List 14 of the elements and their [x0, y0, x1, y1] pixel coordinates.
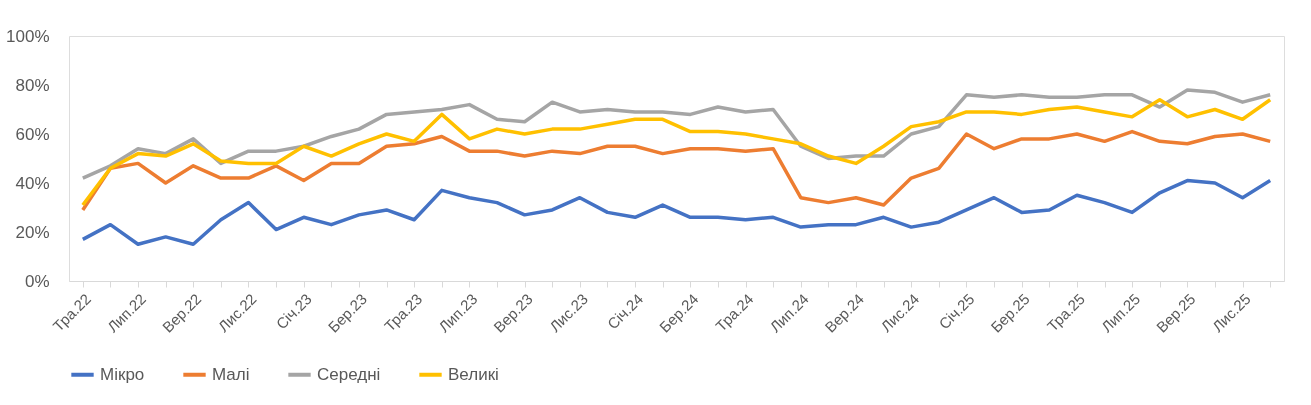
- y-tick-label: 100%: [6, 26, 50, 46]
- y-tick-label: 60%: [15, 124, 50, 144]
- y-tick-label: 80%: [15, 75, 50, 95]
- y-tick-label: 40%: [15, 173, 50, 193]
- line-series: [81, 97, 1272, 207]
- legend-label: Великі: [448, 364, 499, 384]
- legend-label: Середні: [317, 364, 381, 384]
- line-series: [81, 129, 1272, 212]
- line-series: [81, 88, 1272, 180]
- legend-label: Мікро: [100, 364, 145, 384]
- y-tick-label: 0%: [24, 271, 50, 291]
- legend-label: Малі: [212, 364, 250, 384]
- y-tick-label: 20%: [15, 222, 50, 242]
- line-series: [81, 178, 1272, 246]
